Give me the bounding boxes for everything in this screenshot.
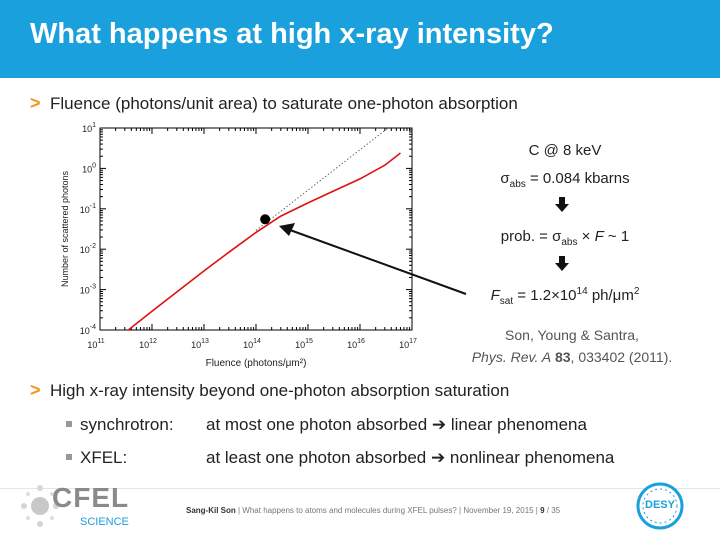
xfel-text: at least one photon absorbed ➔ nonlinear… bbox=[206, 448, 615, 467]
saturation-curve bbox=[127, 152, 401, 330]
x-tick-label: 1016 bbox=[347, 338, 365, 350]
footer-title: | What happens to atoms and molecules du… bbox=[235, 506, 541, 515]
cfel-wordmark: CFEL bbox=[52, 482, 130, 513]
synchrotron-text: at most one photon absorbed ➔ linear phe… bbox=[206, 415, 587, 434]
bullet-fluence: Fluence (photons/unit area) to saturate … bbox=[50, 94, 518, 113]
cfel-logo: CFEL SCIENCE bbox=[14, 478, 144, 534]
prob-tail: ~ 1 bbox=[603, 228, 630, 245]
prob-times: × bbox=[577, 228, 595, 245]
reference-volume: 83 bbox=[554, 349, 571, 365]
desy-wordmark: DESY bbox=[645, 499, 675, 511]
footer-text: Sang-Kil Son | What happens to atoms and… bbox=[186, 506, 560, 515]
x-tick-label: 1013 bbox=[191, 338, 209, 350]
x-tick-label: 1015 bbox=[295, 338, 313, 350]
reference-authors: Son, Young & Santra, bbox=[505, 327, 639, 343]
footer-divider bbox=[0, 488, 720, 489]
saturation-point-marker bbox=[260, 214, 271, 225]
reference-pages: , 033402 (2011). bbox=[570, 349, 673, 365]
sub-bullet-xfel: XFEL: at least one photon absorbed ➔ nonl… bbox=[66, 448, 614, 468]
sat-subscript: sat bbox=[499, 296, 514, 307]
y-tick-label: 10-3 bbox=[80, 284, 96, 296]
bullet-marker: > bbox=[30, 380, 41, 400]
x-tick-label: 1014 bbox=[243, 338, 261, 350]
fsat-unit-exponent: 2 bbox=[633, 286, 640, 297]
info-fsat: Fsat = 1.2×1014 ph/μm2 bbox=[470, 286, 660, 307]
sigma-symbol: σ bbox=[500, 170, 510, 187]
xfel-label: XFEL: bbox=[80, 448, 128, 467]
desy-logo: DESY bbox=[636, 482, 684, 530]
fsat-value: = 1.2×10 bbox=[513, 287, 577, 304]
abs-subscript: abs bbox=[509, 179, 526, 190]
sigma-value: = 0.084 kbarns bbox=[525, 170, 630, 187]
fluence-chart: 1011 1012 1013 1014 1015 1016 1017 10-4 10-3 10-2… bbox=[58, 118, 438, 369]
x-axis-label: Fluence (photons/μm²) bbox=[206, 358, 307, 368]
synchrotron-label: synchrotron: bbox=[80, 415, 174, 434]
bullet-marker: > bbox=[30, 93, 41, 113]
x-tick-label: 1011 bbox=[87, 338, 104, 350]
y-tick-label: 100 bbox=[82, 162, 96, 174]
chart-svg: 1011 1012 1013 1014 1015 1016 1017 10-4 10-3 10-2… bbox=[60, 122, 417, 369]
reference-citation: Phys. Rev. A 83, 033402 (2011). bbox=[440, 349, 704, 365]
sub-bullet-synchrotron: synchrotron: at most one photon absorbed … bbox=[66, 415, 587, 435]
fluence-symbol: F bbox=[490, 287, 500, 304]
linear-extrapolation-line bbox=[255, 128, 389, 231]
info-probability: prob. = σabs × F ~ 1 bbox=[470, 228, 660, 248]
cfel-science: SCIENCE bbox=[80, 516, 129, 528]
info-sigma: σabs = 0.084 kbarns bbox=[470, 170, 660, 190]
y-tick-label: 10-1 bbox=[80, 203, 96, 215]
y-tick-label: 10-2 bbox=[80, 243, 96, 255]
x-tick-label: 1012 bbox=[139, 338, 157, 350]
fsat-exponent: 14 bbox=[576, 286, 588, 297]
fluence-symbol: F bbox=[594, 228, 604, 245]
info-energy: C @ 8 keV bbox=[528, 142, 602, 159]
footer-author: Sang-Kil Son bbox=[186, 506, 236, 515]
plot-frame bbox=[99, 127, 413, 331]
fsat-unit: ph/μm bbox=[587, 287, 634, 304]
footer-page: 9 bbox=[540, 506, 545, 515]
desy-logo-icon bbox=[636, 482, 684, 530]
y-tick-label: 10-4 bbox=[80, 324, 96, 336]
bullet-saturation: High x-ray intensity beyond one-photon a… bbox=[50, 381, 510, 400]
reference-journal: Phys. Rev. A bbox=[471, 349, 552, 365]
cfel-dots-icon bbox=[21, 485, 59, 527]
title-bar bbox=[0, 0, 720, 78]
arrow-down-icon bbox=[555, 256, 569, 271]
x-tick-label: 1017 bbox=[399, 338, 417, 350]
y-axis-label: Number of scattered photons bbox=[60, 170, 70, 287]
footer-total: / 35 bbox=[544, 506, 561, 515]
prob-head: prob. = σ bbox=[500, 228, 562, 245]
square-bullet-icon bbox=[66, 420, 72, 427]
square-bullet-icon bbox=[66, 453, 72, 460]
y-tick-label: 101 bbox=[82, 122, 96, 134]
slide-title: What happens at high x-ray intensity? bbox=[30, 18, 554, 50]
arrow-down-icon bbox=[555, 197, 569, 212]
abs-subscript: abs bbox=[561, 237, 578, 248]
